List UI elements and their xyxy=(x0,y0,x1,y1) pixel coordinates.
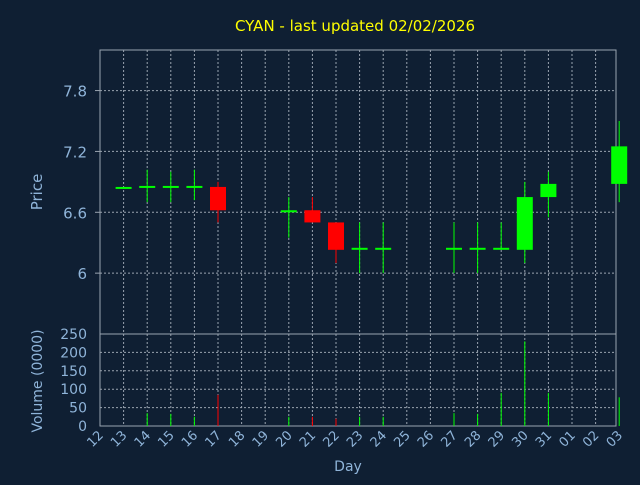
candle-body xyxy=(540,183,557,198)
volume-panel: 0 50 100 150 200 250 Volume (0000) xyxy=(30,327,620,435)
candle-body xyxy=(280,210,297,213)
volume-plot-frame xyxy=(99,333,617,427)
x-tick-label: 12 xyxy=(85,428,107,450)
x-tick-label: 18 xyxy=(226,428,248,450)
x-tick-label: 16 xyxy=(179,428,201,450)
price-y-axis-label: Price xyxy=(28,174,46,211)
candle-body xyxy=(469,247,486,250)
candle-body xyxy=(611,146,628,184)
x-tick-label: 24 xyxy=(368,428,390,450)
volume-tick-label: 150 xyxy=(60,364,87,380)
x-tick-label: 15 xyxy=(155,428,177,450)
x-tick-label: 03 xyxy=(604,428,626,450)
volume-tick-label: 200 xyxy=(60,345,87,361)
price-grid xyxy=(100,50,616,334)
chart-title: CYAN - last updated 02/02/2026 xyxy=(235,17,475,35)
candle-body xyxy=(139,185,156,188)
x-tick-label: 13 xyxy=(108,428,130,450)
price-tick-label: 6.6 xyxy=(63,204,87,222)
x-tick-label: 27 xyxy=(439,428,461,450)
candle-body xyxy=(516,197,533,250)
x-tick-label: 01 xyxy=(557,428,579,450)
candle-body xyxy=(162,185,179,188)
x-tick-label: 26 xyxy=(415,428,437,450)
x-axis-label: Day xyxy=(334,459,362,475)
volume-grid xyxy=(100,334,616,426)
candle-body xyxy=(375,247,392,250)
volume-y-axis-label: Volume (0000) xyxy=(30,329,46,432)
volume-tick-label: 250 xyxy=(60,327,87,343)
candle-body xyxy=(493,247,510,250)
price-tick-label: 7.2 xyxy=(63,143,87,161)
x-tick-label: 23 xyxy=(344,428,366,450)
x-tick-label: 28 xyxy=(462,428,484,450)
x-tick-label: 21 xyxy=(297,428,319,450)
x-tick-label: 29 xyxy=(486,428,508,450)
x-tick-label: 22 xyxy=(321,428,343,450)
x-tick-label: 14 xyxy=(132,428,154,450)
x-tick-label: 20 xyxy=(273,428,295,450)
x-tick-label: 25 xyxy=(391,428,413,450)
volume-y-ticks: 0 50 100 150 200 250 xyxy=(60,327,87,435)
candle-body xyxy=(304,210,321,223)
x-tick-label: 30 xyxy=(509,428,531,450)
volume-bars xyxy=(146,341,620,426)
x-tick-label: 17 xyxy=(203,428,225,450)
x-tick-label: 31 xyxy=(533,428,555,450)
price-y-ticks: 6 6.6 7.2 7.8 xyxy=(63,83,100,283)
price-tick-label: 7.8 xyxy=(63,83,87,101)
x-axis-ticks: 12 13 14 15 16 17 18 19 20 21 22 23 24 25 26 27 28 29 30 31… xyxy=(85,428,627,450)
volume-tick-label: 50 xyxy=(69,401,87,417)
price-panel: 6 6.6 7.2 7.8 Price xyxy=(28,49,628,335)
x-tick-label: 19 xyxy=(250,428,272,450)
price-tick-label: 6 xyxy=(77,265,87,283)
x-tick-label: 02 xyxy=(580,428,602,450)
volume-tick-label: 0 xyxy=(78,419,87,435)
price-plot-frame xyxy=(99,49,617,335)
candle-body xyxy=(210,186,226,211)
candle-body xyxy=(186,185,203,188)
volume-tick-label: 100 xyxy=(60,382,87,398)
candle-body xyxy=(328,222,344,250)
candles xyxy=(115,121,628,274)
candle-body xyxy=(446,247,462,250)
candle-body xyxy=(351,247,368,250)
candle-body xyxy=(115,186,132,189)
